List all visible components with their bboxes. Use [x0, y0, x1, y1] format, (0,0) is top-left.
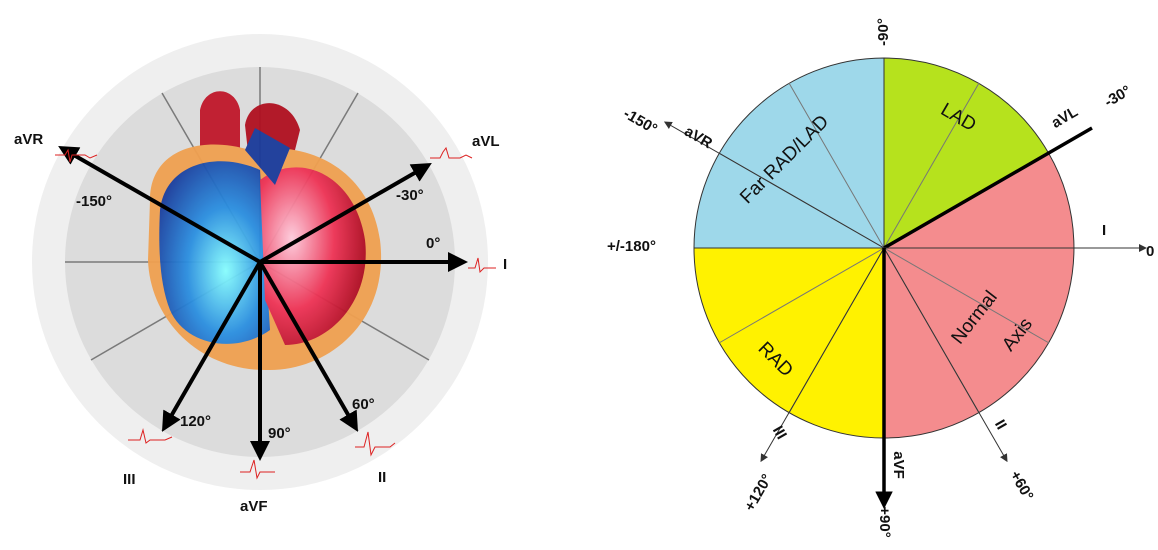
angle-label: +90°	[876, 506, 893, 537]
lead-label: I	[1102, 222, 1106, 239]
right-diagram: -90° LAD Far RAD/LAD RAD Normal Axis aVL…	[607, 18, 1154, 538]
sector-rad	[694, 248, 884, 438]
angle-label: 0°	[426, 235, 440, 252]
angle-label: -30°	[396, 187, 424, 204]
lead-label: aVL	[1049, 103, 1081, 131]
angle-label: 120°	[180, 413, 211, 430]
angle-label: 0	[1146, 243, 1154, 260]
angle-label: -30°	[1101, 82, 1133, 111]
left-diagram: aVR aVL I III aVF II -150° -30° 0° 120° …	[14, 34, 507, 515]
angle-label: -150°	[620, 105, 660, 138]
angle-label: 90°	[268, 425, 291, 442]
angle-label: +60°	[1006, 468, 1036, 504]
right-heart	[159, 161, 270, 344]
lead-label: II	[378, 469, 386, 486]
angle-label: +120°	[741, 471, 776, 514]
lead-label: aVL	[472, 133, 500, 150]
lead-label: aVR	[14, 131, 43, 148]
lead-label: II	[991, 417, 1010, 433]
lead-label: aVF	[240, 498, 268, 515]
angle-label: -90°	[875, 18, 892, 46]
angle-label: +/-180°	[607, 238, 656, 255]
angle-label: -150°	[76, 193, 112, 210]
angle-label: 60°	[352, 396, 375, 413]
lead-label: III	[769, 423, 790, 442]
lead-label: aVF	[890, 451, 907, 479]
lead-label: III	[123, 471, 136, 488]
ecg-axis-figure: aVR aVL I III aVF II -150° -30° 0° 120° …	[0, 0, 1158, 550]
lead-label: I	[503, 256, 507, 273]
